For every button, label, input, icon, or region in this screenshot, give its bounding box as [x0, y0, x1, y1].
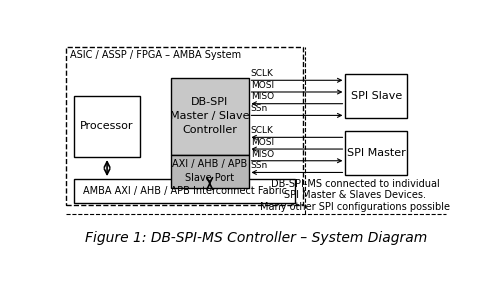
Bar: [346, 131, 408, 175]
Text: SCLK: SCLK: [251, 69, 274, 78]
Text: DB-SPI
Master / Slave
Controller: DB-SPI Master / Slave Controller: [170, 97, 250, 135]
Bar: [74, 179, 295, 203]
Text: SPI Master: SPI Master: [347, 148, 406, 158]
Bar: [171, 78, 248, 155]
Text: MOSI: MOSI: [251, 81, 274, 90]
Text: AXI / AHB / APB
Slave Port: AXI / AHB / APB Slave Port: [172, 159, 248, 183]
Bar: [346, 74, 408, 118]
Text: ASIC / ASSP / FPGA – AMBA System: ASIC / ASSP / FPGA – AMBA System: [70, 50, 242, 60]
Text: DB-SPI-MS connected to individual
SPI Master & Slaves Devices.
Many other SPI co: DB-SPI-MS connected to individual SPI Ma…: [260, 179, 450, 212]
Text: AMBA AXI / AHB / APB Interconnect Fabric: AMBA AXI / AHB / APB Interconnect Fabric: [82, 186, 286, 196]
Text: SSn: SSn: [251, 161, 268, 170]
Text: SPI Slave: SPI Slave: [351, 91, 402, 101]
Text: MISO: MISO: [251, 150, 274, 158]
Text: Processor: Processor: [80, 121, 134, 131]
Text: Figure 1: DB-SPI-MS Controller – System Diagram: Figure 1: DB-SPI-MS Controller – System …: [85, 231, 427, 245]
Text: SCLK: SCLK: [251, 126, 274, 135]
Text: MOSI: MOSI: [251, 138, 274, 147]
Text: SSn: SSn: [251, 104, 268, 113]
Bar: [66, 47, 303, 205]
Bar: [171, 155, 248, 188]
Bar: [74, 96, 140, 157]
Text: MISO: MISO: [251, 93, 274, 101]
